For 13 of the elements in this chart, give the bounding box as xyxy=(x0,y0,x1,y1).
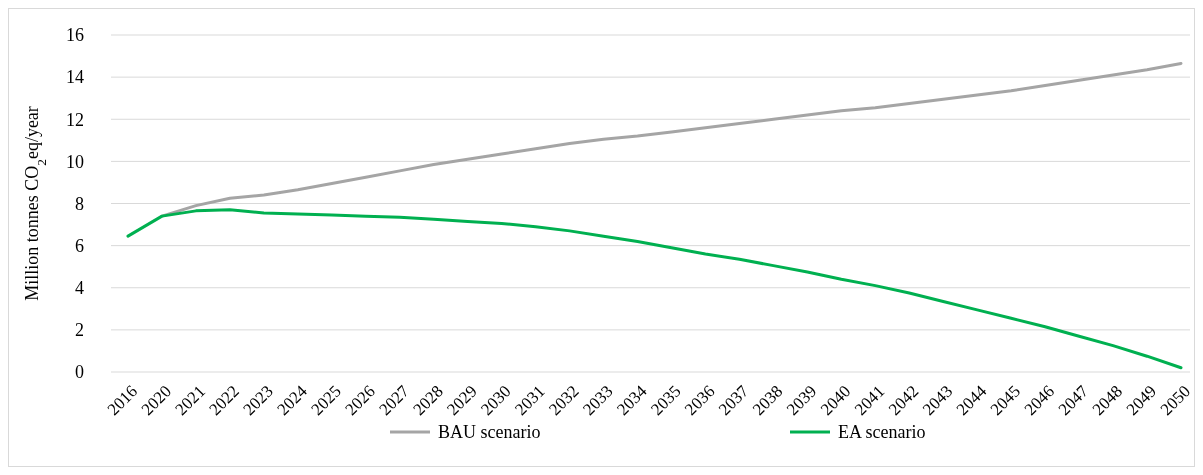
y-tick-label: 6 xyxy=(75,235,84,256)
y-tick-label: 2 xyxy=(75,320,84,341)
legend-label: EA scenario xyxy=(838,422,926,443)
line-series xyxy=(160,61,1183,218)
y-tick-label: 16 xyxy=(66,25,84,46)
line-series xyxy=(126,208,1183,370)
y-tick-label: 14 xyxy=(66,67,84,88)
y-tick-label: 0 xyxy=(75,362,84,383)
y-tick-label: 8 xyxy=(75,193,84,214)
y-tick-label: 10 xyxy=(66,151,84,172)
y-tick-label: 4 xyxy=(75,278,84,299)
legend-label: BAU scenario xyxy=(438,422,541,443)
y-tick-label: 12 xyxy=(66,109,84,130)
